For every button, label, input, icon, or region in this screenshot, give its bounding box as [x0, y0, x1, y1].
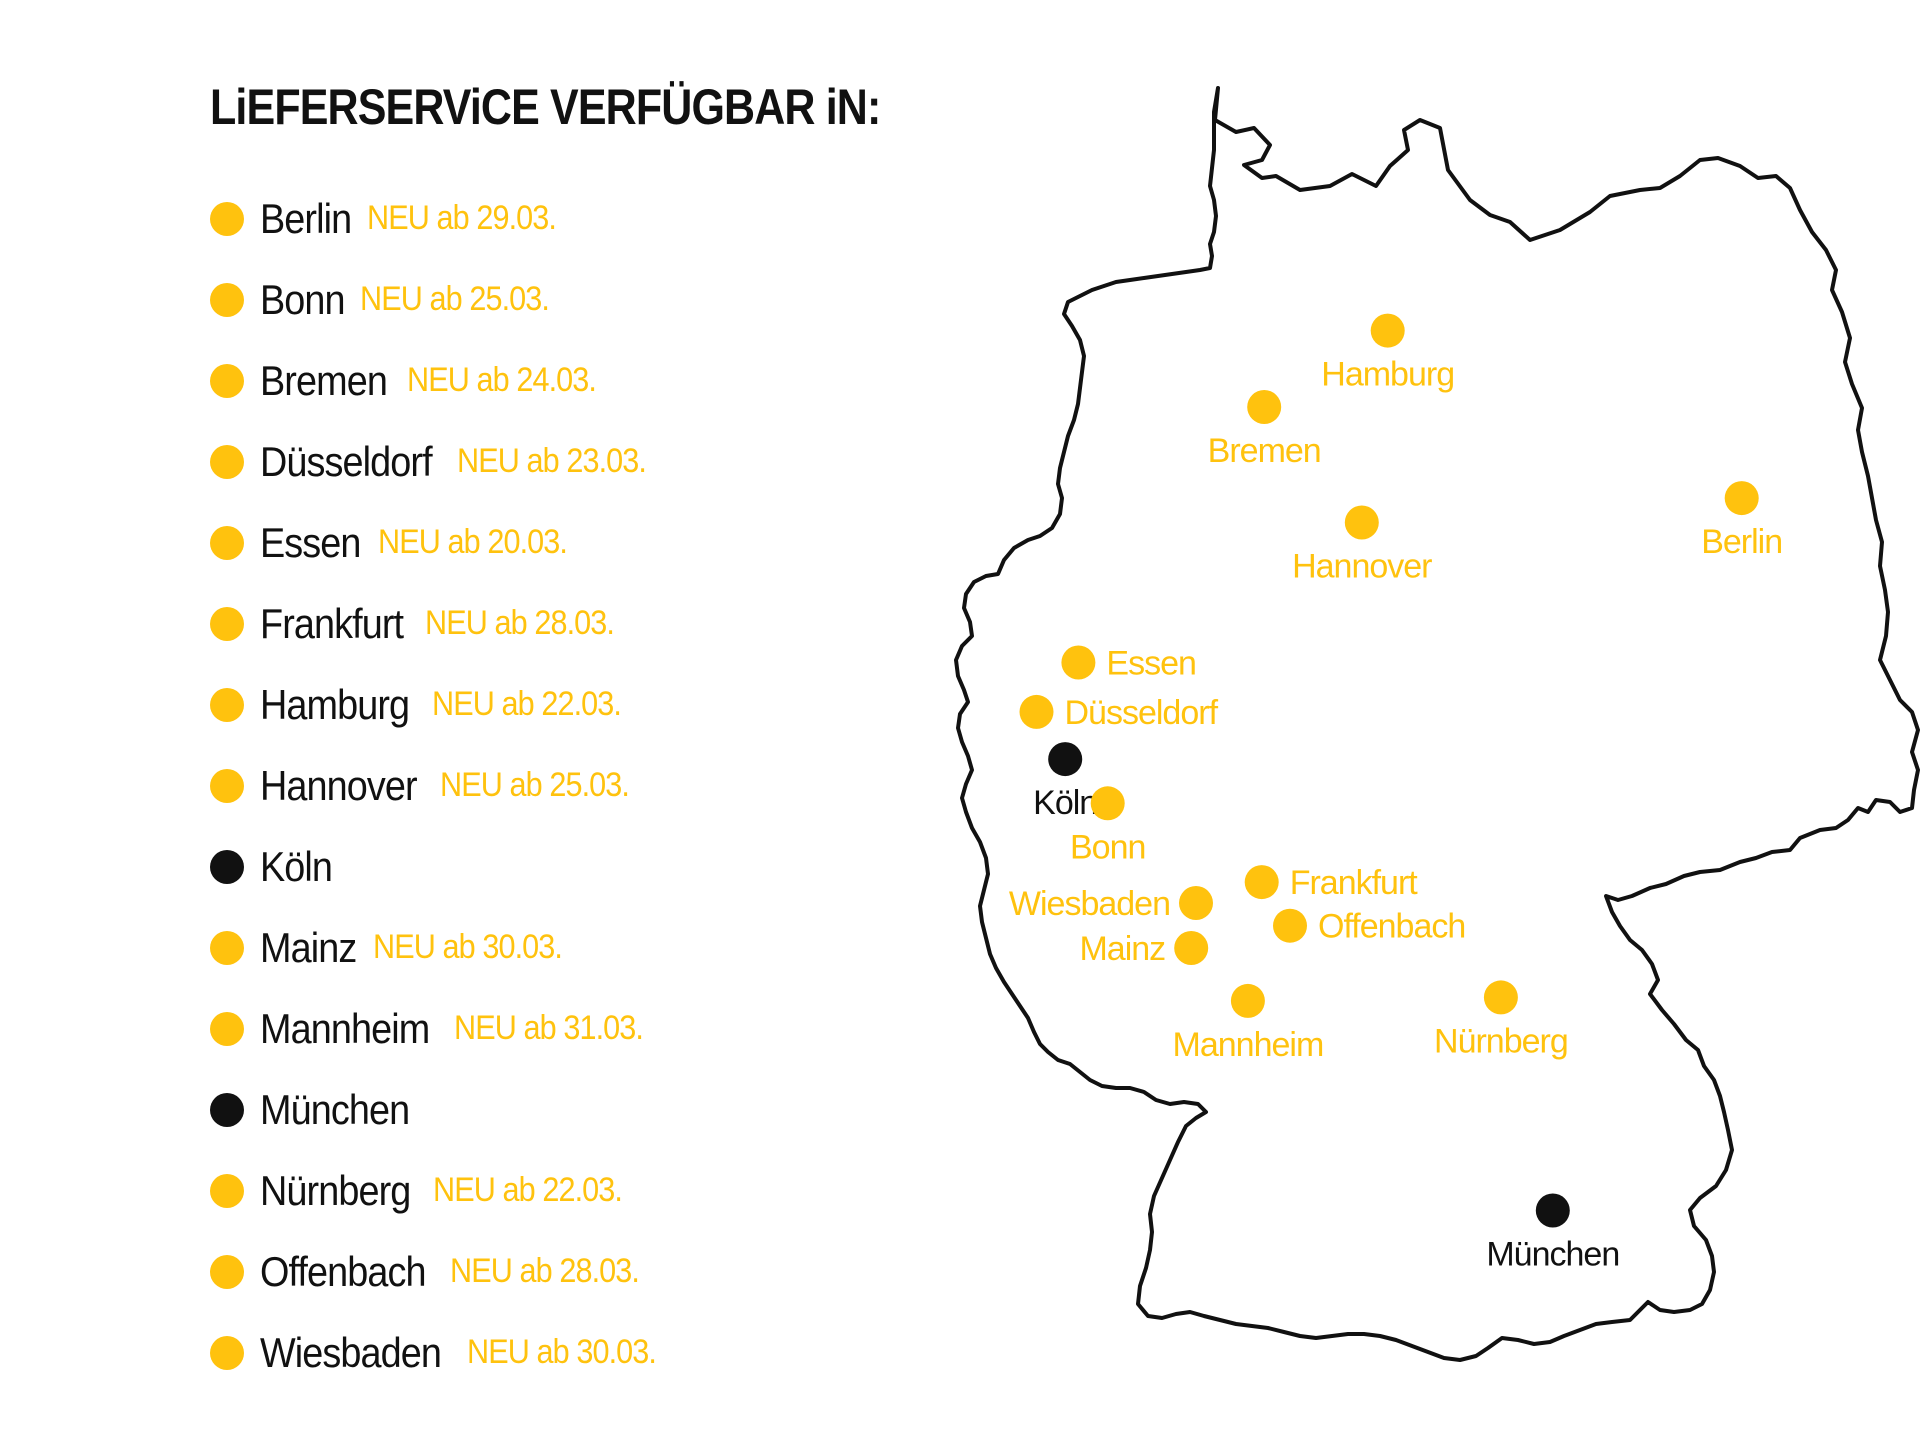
bullet-dot-icon: [210, 1335, 244, 1370]
city-name: Essen: [260, 518, 361, 566]
city-name: Hamburg: [260, 680, 410, 728]
city-name: Berlin: [260, 194, 352, 242]
new-since-label: NEU ab 25.03.: [440, 766, 630, 804]
city-marker-label: Köln: [1033, 784, 1097, 822]
new-since-label: NEU ab 30.03.: [373, 928, 563, 966]
city-name: Frankfurt: [260, 599, 404, 647]
new-since-label: NEU ab 28.03.: [425, 604, 615, 642]
city-marker-label: Berlin: [1701, 523, 1782, 561]
city-name: Köln: [260, 842, 333, 890]
city-marker: [1174, 931, 1209, 965]
list-item: Düsseldorf NEU ab 23.03.: [210, 421, 677, 502]
city-marker: [1483, 980, 1518, 1015]
list-item: Hamburg NEU ab 22.03.: [210, 664, 677, 745]
city-marker-label: Düsseldorf: [1065, 694, 1219, 732]
list-item: Hannover NEU ab 25.03.: [210, 745, 677, 826]
list-item: Bremen NEU ab 24.03.: [210, 340, 677, 421]
city-marker-label: Offenbach: [1318, 908, 1465, 946]
list-item: Berlin NEU ab 29.03.: [210, 178, 677, 259]
new-since-label: NEU ab 29.03.: [367, 199, 557, 237]
city-marker-label: Mannheim: [1173, 1026, 1324, 1064]
city-marker: [1048, 742, 1083, 777]
city-list: Berlin NEU ab 29.03. Bonn NEU ab 25.03. Brem…: [210, 178, 677, 1393]
bullet-dot-icon: [210, 444, 244, 479]
list-item: Mainz NEU ab 30.03.: [210, 907, 677, 988]
city-marker-label: Bonn: [1070, 828, 1145, 866]
bullet-dot-icon: [210, 282, 244, 317]
city-marker: [1370, 313, 1405, 348]
bullet-dot-icon: [210, 606, 244, 641]
city-marker: [1273, 908, 1307, 943]
city-name: Mainz: [260, 923, 357, 971]
bullet-dot-icon: [210, 930, 244, 965]
germany-border: [954, 86, 1920, 1362]
city-marker-label: Bremen: [1208, 432, 1321, 470]
bullet-dot-icon: [210, 849, 244, 884]
city-name: Hannover: [260, 761, 418, 809]
city-marker-label: Frankfurt: [1290, 864, 1419, 902]
city-marker: [1724, 481, 1759, 516]
city-marker: [1019, 694, 1054, 729]
new-since-label: NEU ab 22.03.: [431, 685, 622, 723]
city-marker: [1230, 983, 1265, 1018]
new-since-label: NEU ab 28.03.: [450, 1252, 640, 1290]
new-since-label: NEU ab 23.03.: [456, 442, 647, 480]
page-title: LiEFERSERViCE VERFÜGBAR iN:: [210, 79, 881, 135]
new-since-label: NEU ab 20.03.: [377, 523, 568, 561]
city-marker-label: Hannover: [1292, 548, 1432, 586]
list-item: Essen NEU ab 20.03.: [210, 502, 677, 583]
bullet-dot-icon: [210, 1092, 244, 1127]
bullet-dot-icon: [210, 201, 244, 236]
bullet-dot-icon: [210, 1011, 244, 1046]
city-name: Bremen: [260, 356, 388, 404]
list-item: Nürnberg NEU ab 22.03.: [210, 1150, 677, 1231]
city-marker: [1535, 1193, 1570, 1228]
city-marker-label: München: [1486, 1236, 1619, 1274]
bullet-dot-icon: [210, 525, 244, 560]
list-item: Bonn NEU ab 25.03.: [210, 259, 677, 340]
city-name: Bonn: [260, 275, 346, 323]
list-item: Köln: [210, 826, 677, 907]
new-since-label: NEU ab 22.03.: [433, 1171, 623, 1209]
city-marker: [1179, 886, 1213, 920]
city-marker-label: Mainz: [1079, 930, 1165, 968]
city-name: Düsseldorf: [260, 437, 433, 485]
city-name: München: [260, 1085, 410, 1133]
city-marker: [1244, 865, 1279, 900]
city-marker: [1090, 786, 1125, 821]
city-marker-label: Wiesbaden: [1009, 885, 1170, 923]
city-marker: [1247, 390, 1282, 424]
list-item: Offenbach NEU ab 28.03.: [210, 1231, 677, 1312]
city-marker: [1061, 645, 1096, 680]
new-since-label: NEU ab 30.03.: [467, 1333, 657, 1371]
list-item: Mannheim NEU ab 31.03.: [210, 988, 677, 1069]
list-item: Frankfurt NEU ab 28.03.: [210, 583, 677, 664]
city-marker: [1344, 505, 1379, 540]
city-name: Nürnberg: [260, 1166, 411, 1214]
city-name: Wiesbaden: [260, 1328, 442, 1376]
city-marker-label: Nürnberg: [1434, 1022, 1568, 1060]
bullet-dot-icon: [210, 1173, 244, 1208]
list-item: München: [210, 1069, 677, 1150]
new-since-label: NEU ab 31.03.: [454, 1009, 644, 1047]
city-marker-label: Hamburg: [1321, 356, 1454, 394]
new-since-label: NEU ab 24.03.: [407, 361, 597, 399]
bullet-dot-icon: [210, 1254, 244, 1289]
city-marker-label: Essen: [1106, 645, 1196, 683]
new-since-label: NEU ab 25.03.: [360, 280, 550, 318]
bullet-dot-icon: [210, 363, 244, 398]
bullet-dot-icon: [210, 687, 244, 722]
list-item: Wiesbaden NEU ab 30.03.: [210, 1312, 677, 1393]
city-name: Mannheim: [260, 1004, 430, 1052]
bullet-dot-icon: [210, 768, 244, 803]
city-name: Offenbach: [260, 1247, 427, 1295]
